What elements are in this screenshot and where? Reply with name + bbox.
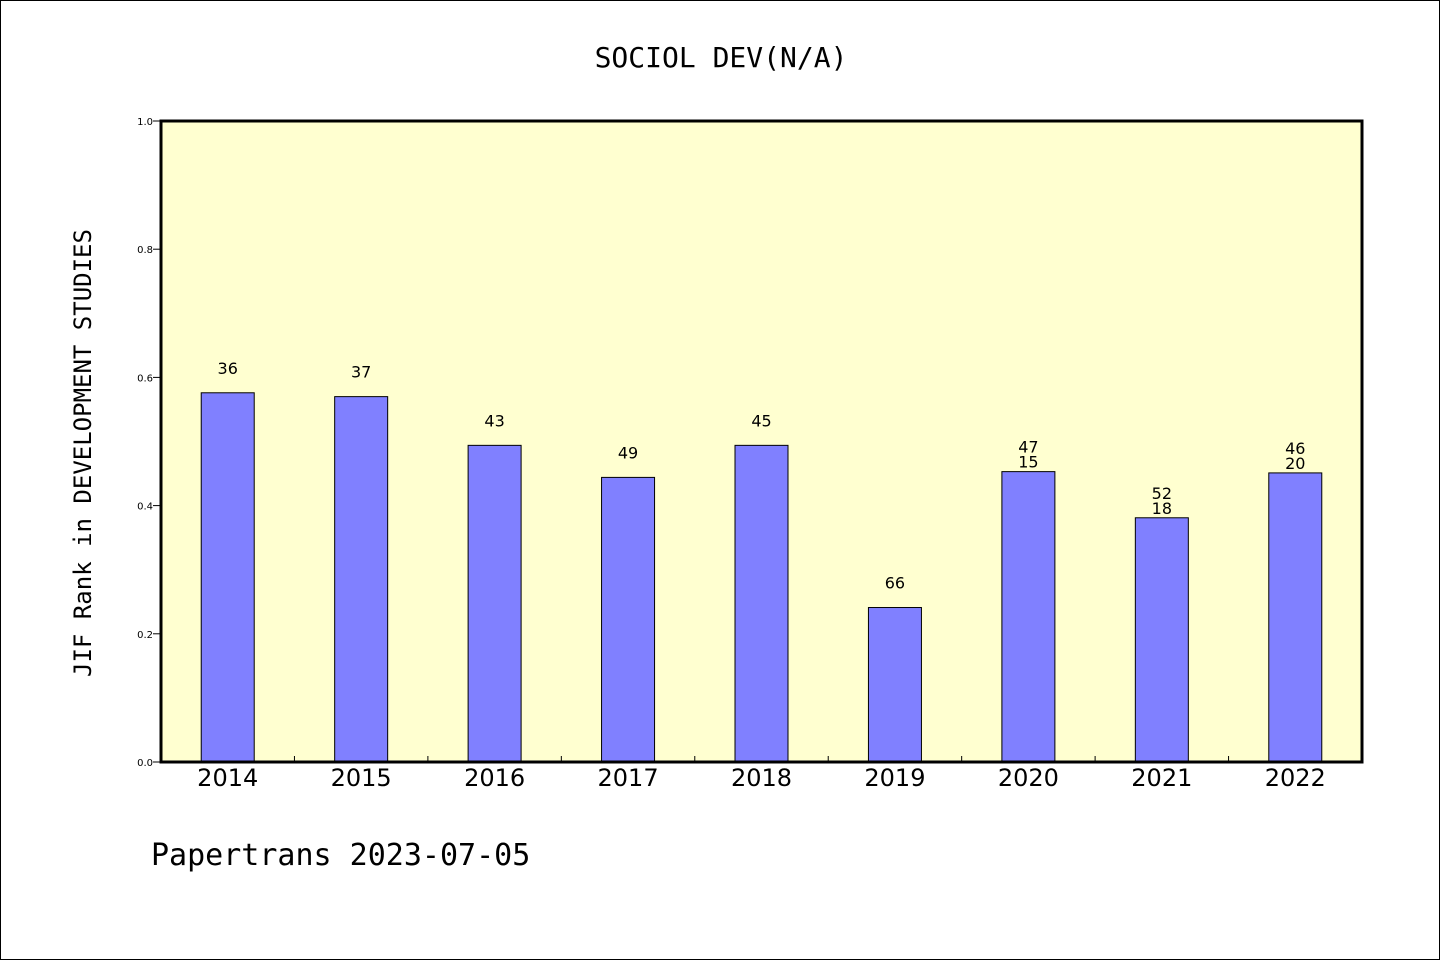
y-tick-label: 0.6	[137, 373, 153, 384]
bar-2019	[867, 607, 922, 763]
bar-2022	[1268, 472, 1323, 763]
x-tick-label: 2016	[464, 764, 525, 792]
bar-data-label: 18	[1152, 499, 1172, 518]
bar-data-label: 52	[1152, 484, 1172, 503]
bar-2015	[334, 396, 389, 763]
bar-2021	[1134, 517, 1189, 763]
y-tick-label: 1.0	[137, 117, 153, 128]
x-tick-label: 2018	[731, 764, 792, 792]
x-tick-label: 2019	[864, 764, 925, 792]
x-tick-label: 2020	[998, 764, 1059, 792]
bar-data-label: 49	[618, 443, 638, 462]
x-tick-label: 2022	[1265, 764, 1326, 792]
bar-data-label: 15	[1018, 453, 1038, 472]
bar-data-label: 36	[218, 359, 238, 378]
x-tick-label: 2014	[197, 764, 258, 792]
x-tick-label: 2017	[598, 764, 659, 792]
plot-border	[159, 119, 1364, 764]
chart-title: SOCIOL DEV(N/A)	[595, 41, 848, 74]
x-tick-label: 2015	[331, 764, 392, 792]
bar-2017	[601, 476, 656, 763]
bar-data-label: 43	[484, 411, 504, 430]
bar-data-label: 46	[1285, 439, 1305, 458]
bar-2020	[1001, 471, 1056, 763]
y-axis-label: JIF Rank in DEVELOPMENT STUDIES	[69, 229, 97, 677]
bar-2014	[200, 392, 255, 763]
y-tick-label: 0.8	[137, 245, 153, 256]
bar-data-label: 66	[885, 574, 905, 593]
bar-data-label: 47	[1018, 438, 1038, 457]
bar-data-label: 37	[351, 363, 371, 382]
bar-data-label: 45	[751, 411, 771, 430]
y-tick-label: 0.4	[137, 502, 153, 513]
y-tick-label: 0.0	[137, 758, 153, 769]
bar-2018	[734, 444, 789, 763]
x-tick-label: 2021	[1131, 764, 1192, 792]
y-tick-label: 0.2	[137, 630, 153, 641]
footer-credit: Papertrans 2023-07-05	[151, 838, 530, 873]
bar-data-label: 20	[1285, 454, 1305, 473]
bar-2016	[467, 444, 522, 763]
